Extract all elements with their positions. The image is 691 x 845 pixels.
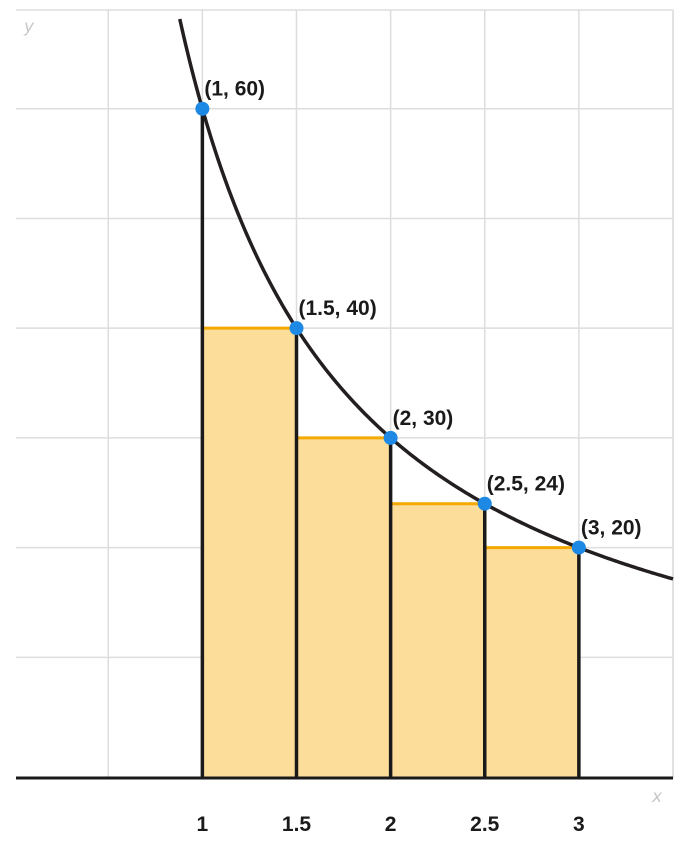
data-point-label: (1, 60) xyxy=(204,78,265,101)
rectangle xyxy=(296,437,391,778)
x-tick-label: 1 xyxy=(197,813,209,836)
curve xyxy=(178,18,674,581)
points: (1, 60) (1.5, 40) (2, 30) (2.5, 24) (3, 20) xyxy=(195,78,642,555)
data-point xyxy=(289,321,304,336)
data-point-label: (3, 20) xyxy=(581,517,642,540)
axes: 1 1.5 2 2.5 3 xyxy=(16,776,673,836)
grid xyxy=(16,9,674,778)
x-axis-label: x xyxy=(651,787,663,807)
x-tick-label: 2 xyxy=(385,813,397,836)
curve-layer xyxy=(178,18,674,581)
data-point-label: (2, 30) xyxy=(393,407,454,430)
data-point xyxy=(195,101,210,116)
rectangle xyxy=(390,503,485,778)
x-tick-label: 3 xyxy=(573,813,585,836)
labels: y x xyxy=(23,17,663,807)
rectangle xyxy=(202,328,297,778)
data-point xyxy=(571,540,586,555)
x-tick-label: 2.5 xyxy=(470,813,500,836)
rectangles xyxy=(200,108,581,778)
y-axis-label: y xyxy=(23,17,35,37)
x-tick-label: 1.5 xyxy=(282,813,312,836)
data-point-label: (1.5, 40) xyxy=(298,297,376,320)
data-point xyxy=(383,430,398,445)
rectangle xyxy=(484,547,579,778)
data-point-label: (2.5, 24) xyxy=(487,473,565,496)
data-point xyxy=(477,496,492,511)
